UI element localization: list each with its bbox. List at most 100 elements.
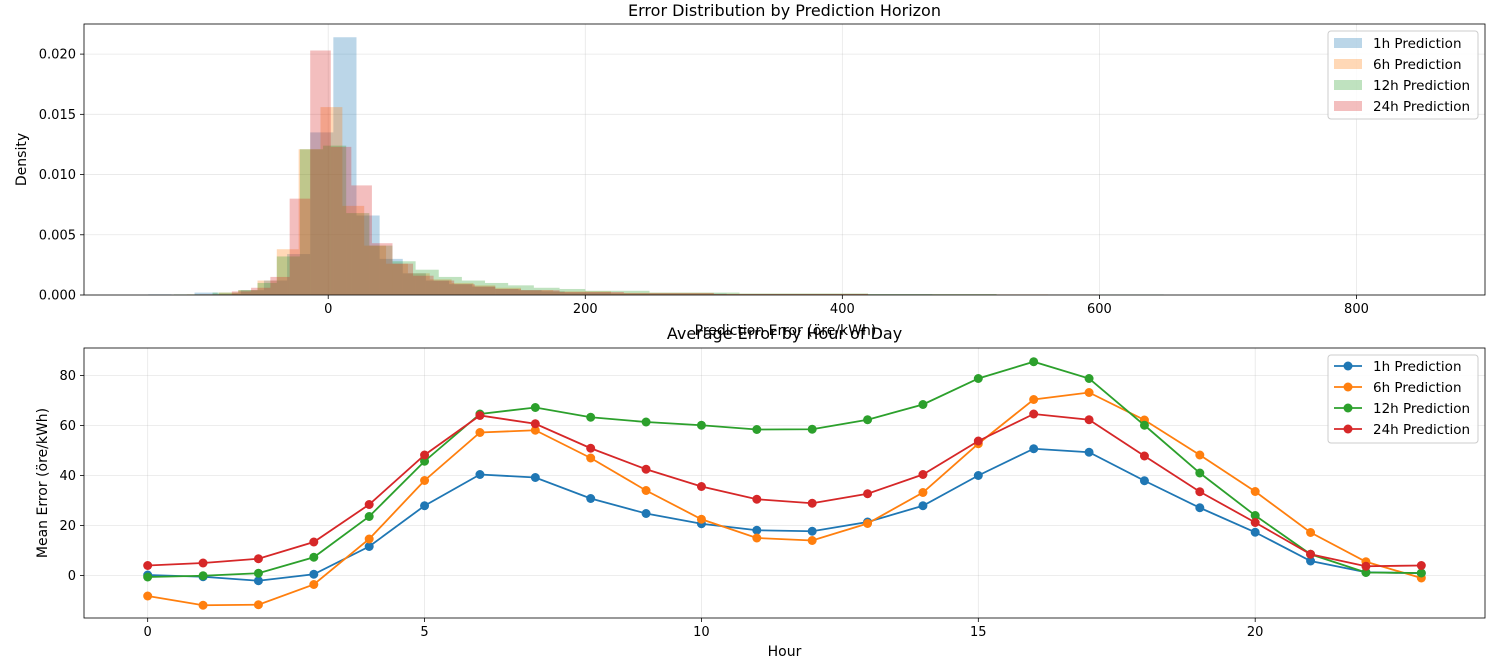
line-x-tick-label: 10 bbox=[693, 625, 710, 640]
series-point bbox=[530, 419, 540, 429]
histogram-bar bbox=[369, 245, 393, 295]
series-point bbox=[530, 473, 540, 482]
histogram-bar bbox=[238, 290, 258, 295]
line-y-ticks: 0 20 40 60 80 bbox=[59, 369, 84, 584]
histogram-bar bbox=[342, 205, 365, 295]
series-point bbox=[918, 488, 928, 497]
series-point bbox=[420, 476, 430, 485]
series-point bbox=[198, 600, 208, 610]
series-line bbox=[147, 391, 1422, 607]
histogram-axes-frame bbox=[83, 23, 1486, 296]
hist-y-tick-label: 0.005 bbox=[39, 228, 76, 243]
series-point bbox=[364, 534, 374, 544]
series-point bbox=[1250, 487, 1260, 496]
histogram-bar bbox=[649, 292, 740, 295]
series-point bbox=[696, 420, 706, 430]
histogram-bar bbox=[713, 294, 869, 295]
histogram-bar bbox=[585, 290, 650, 295]
histogram-legend-swatch bbox=[1334, 59, 1362, 69]
hist-y-tick-label: 0.010 bbox=[39, 168, 76, 183]
histogram-legend-label: 6h Prediction bbox=[1373, 57, 1462, 73]
series-point bbox=[752, 533, 762, 543]
line-x-label: Hour bbox=[768, 644, 802, 656]
histogram-bar bbox=[356, 215, 380, 295]
series-point bbox=[143, 591, 153, 601]
line-legend: 1h Prediction 6h Prediction 12h Prediction… bbox=[1327, 354, 1479, 444]
line-axes-frame bbox=[83, 347, 1486, 619]
line-panel: 0 5 10 15 20 0 20 40 60 80 Average Error by Hour… bbox=[35, 324, 1486, 656]
hist-y-tick-label: 0.015 bbox=[39, 108, 76, 123]
line-legend-label: 1h Prediction bbox=[1373, 359, 1462, 375]
line-legend-marker bbox=[1343, 424, 1353, 434]
histogram-bar bbox=[287, 254, 311, 295]
histogram-bar bbox=[323, 145, 347, 295]
histogram-bar bbox=[623, 293, 714, 295]
series-point bbox=[1306, 528, 1316, 537]
series-point bbox=[752, 494, 762, 504]
series-line bbox=[147, 413, 1422, 568]
hist-y-tick-label: 0.000 bbox=[39, 289, 76, 304]
series-point bbox=[752, 425, 762, 434]
series-point bbox=[253, 554, 263, 564]
histogram-bar bbox=[218, 292, 239, 295]
line-x-tick-label: 15 bbox=[970, 625, 987, 640]
series-point bbox=[1139, 420, 1149, 430]
histogram-bar bbox=[495, 287, 522, 295]
histogram-legend-label: 24h Prediction bbox=[1373, 99, 1470, 115]
histogram-bar bbox=[495, 288, 522, 295]
histogram-bar bbox=[415, 269, 439, 295]
series-point bbox=[420, 450, 430, 460]
histogram-bar bbox=[451, 282, 474, 295]
histogram-bar bbox=[739, 293, 869, 295]
series-point bbox=[475, 411, 485, 420]
series-point bbox=[807, 424, 817, 434]
histogram-legend-swatch bbox=[1334, 80, 1362, 90]
histogram-bar bbox=[346, 213, 370, 295]
histogram-bar bbox=[559, 288, 586, 295]
histogram-bar bbox=[474, 286, 496, 295]
series-point bbox=[918, 501, 928, 511]
histogram-x-ticks: 0 200 400 600 800 bbox=[324, 295, 1369, 317]
histogram-bar bbox=[438, 276, 462, 295]
histogram-bar bbox=[371, 243, 393, 295]
histogram-bar bbox=[212, 292, 239, 295]
series-point bbox=[253, 600, 263, 610]
histogram-bar bbox=[425, 280, 450, 295]
histogram-bar bbox=[521, 290, 560, 295]
histogram-bar bbox=[257, 282, 277, 295]
histogram-bar bbox=[433, 280, 455, 295]
series-point bbox=[1084, 388, 1094, 397]
series-point bbox=[1084, 447, 1094, 457]
histogram-bar bbox=[289, 198, 311, 295]
histogram-title: Error Distribution by Prediction Horizon bbox=[628, 1, 941, 20]
histogram-bar bbox=[429, 279, 452, 295]
series-point bbox=[641, 509, 651, 518]
series-point bbox=[1195, 450, 1205, 460]
histogram-bar bbox=[564, 292, 611, 295]
hist-y-tick-label: 0.020 bbox=[39, 48, 76, 63]
histogram-y-ticks: 0.000 0.005 0.010 0.015 0.020 bbox=[39, 48, 84, 304]
series-point bbox=[253, 568, 263, 578]
histogram-x-label: Prediction Error (öre/kWh) bbox=[695, 323, 877, 339]
series-point bbox=[530, 403, 540, 412]
series-point bbox=[641, 486, 651, 495]
series-point bbox=[1139, 451, 1149, 461]
series-point bbox=[364, 512, 374, 521]
series-point bbox=[1195, 503, 1205, 513]
histogram-bars bbox=[148, 37, 1164, 296]
series-line bbox=[147, 447, 1422, 582]
histogram-legend-label: 12h Prediction bbox=[1373, 78, 1470, 94]
series-point bbox=[1250, 518, 1260, 527]
histogram-bar bbox=[472, 286, 496, 295]
line-y-tick-label: 0 bbox=[68, 569, 76, 584]
series-point bbox=[475, 428, 485, 437]
series-point bbox=[1250, 527, 1260, 537]
series-point bbox=[641, 464, 651, 474]
histogram-bar bbox=[299, 149, 324, 295]
series-point bbox=[1416, 568, 1426, 578]
histogram-panel: 0 200 400 600 800 0.0000.0050.0100.0150.020 … bbox=[14, 1, 1486, 339]
hist-x-tick-label: 200 bbox=[573, 302, 598, 317]
line-x-tick-label: 0 bbox=[144, 625, 152, 640]
line-x-ticks: 0 5 10 15 20 bbox=[144, 618, 1263, 640]
